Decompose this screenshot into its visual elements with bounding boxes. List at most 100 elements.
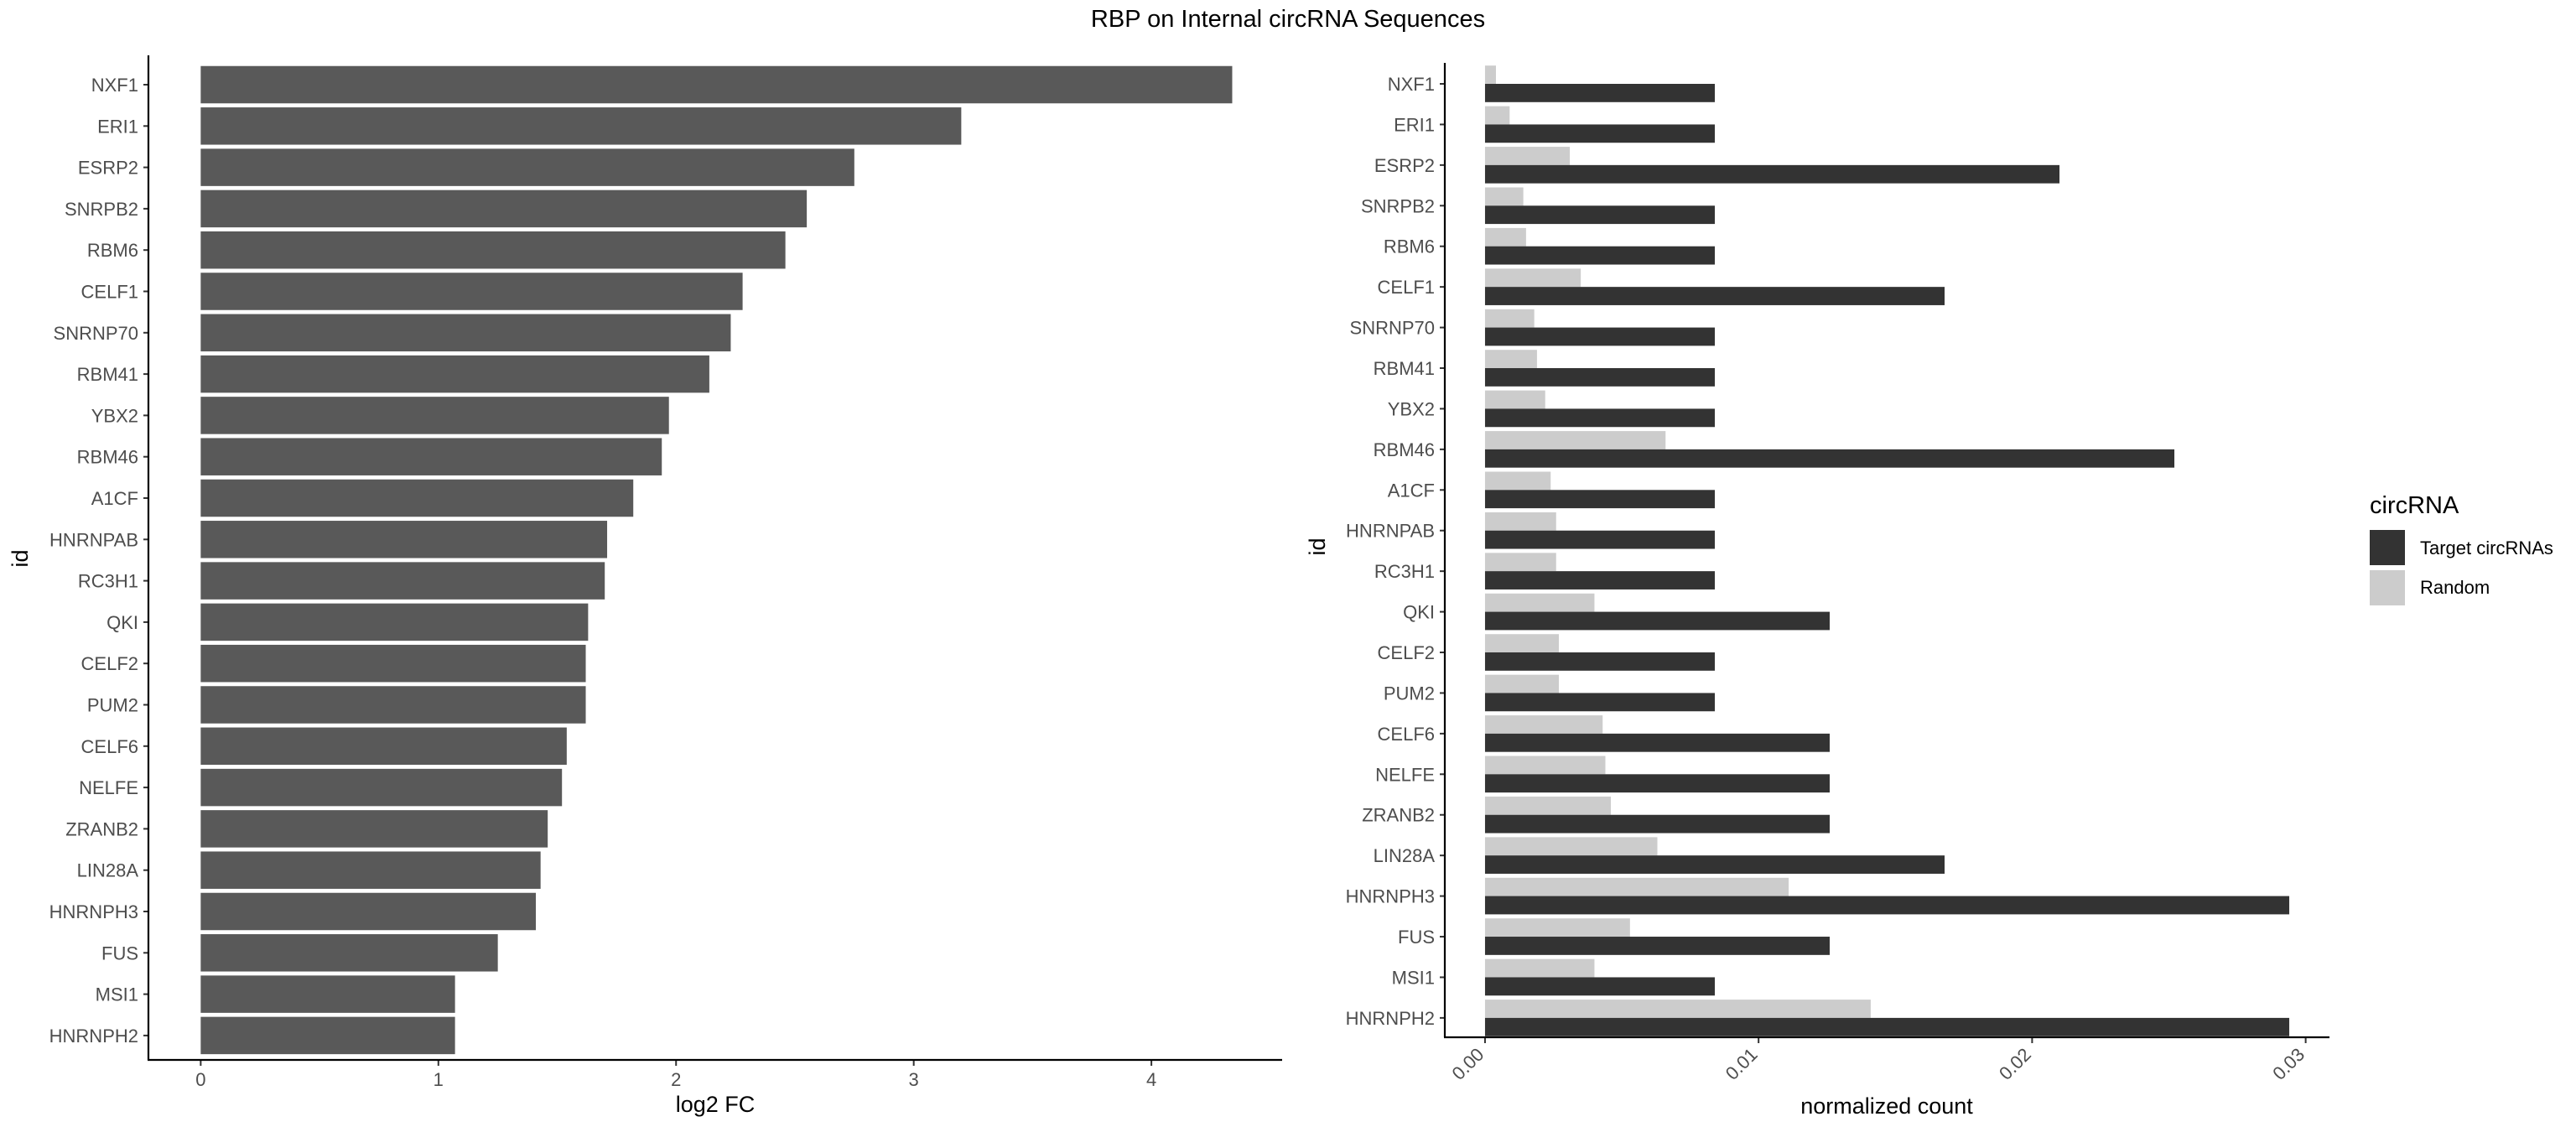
normalized-count-y-tick-label: ZRANB2 xyxy=(1362,805,1435,826)
normalized-count-y-tick-label: SNRPB2 xyxy=(1361,195,1435,216)
log2fc-x-axis-label: log2 FC xyxy=(676,1092,756,1117)
log2fc-y-tick-label: RBM41 xyxy=(77,364,138,385)
legend-label-random: Random xyxy=(2420,577,2490,598)
random-bar xyxy=(1484,106,1510,125)
target-circrna-bar xyxy=(1484,124,1715,143)
normalized-count-y-tick-label: NXF1 xyxy=(1388,74,1435,95)
random-bar xyxy=(1484,877,1789,896)
log2fc-y-tick-label: RC3H1 xyxy=(78,571,138,592)
log2fc-y-axis-label: id xyxy=(8,549,33,567)
normalized-count-y-tick-label: MSI1 xyxy=(1392,967,1435,988)
target-circrna-bar xyxy=(1484,490,1715,509)
log2fc-bar xyxy=(200,314,731,352)
random-bar xyxy=(1484,147,1571,165)
random-bar xyxy=(1484,187,1524,206)
normalized-count-x-tick-label: 0.00 xyxy=(1448,1044,1488,1084)
normalized-count-y-tick-label: RBM46 xyxy=(1374,439,1435,460)
random-bar xyxy=(1484,756,1606,775)
log2fc-bar xyxy=(200,148,854,186)
target-circrna-bar xyxy=(1484,205,1715,225)
log2fc-x-tick-label: 0 xyxy=(195,1069,205,1090)
log2fc-y-tick-label: HNRNPH3 xyxy=(49,901,138,922)
log2fc-bar xyxy=(200,892,537,931)
normalized-count-y-tick-label: A1CF xyxy=(1388,480,1435,501)
normalized-count-y-tick-label: ERI1 xyxy=(1394,114,1435,135)
random-bar xyxy=(1484,431,1666,449)
legend-swatch-target xyxy=(2370,530,2405,565)
normalized-count-x-tick-label: 0.01 xyxy=(1722,1044,1762,1084)
log2fc-bar xyxy=(200,231,786,269)
normalized-count-x-tick-label: 0.02 xyxy=(1995,1044,2035,1084)
target-circrna-bar xyxy=(1484,327,1715,346)
log2fc-bar xyxy=(200,851,541,889)
random-bar xyxy=(1484,471,1551,491)
log2fc-y-ticks: NXF1 ERI1 ESRP2 SNRPB2 RBM6 CELF1 SNRNP70 RBM41… xyxy=(49,75,148,1046)
log2fc-y-tick-label: LIN28A xyxy=(77,860,139,881)
log2fc-y-tick-label: PUM2 xyxy=(87,695,138,716)
target-circrna-bar xyxy=(1484,855,1945,874)
log2fc-y-tick-label: MSI1 xyxy=(96,984,138,1005)
legend-swatch-random xyxy=(2370,570,2405,605)
target-circrna-bar xyxy=(1484,896,2290,915)
target-circrna-bar xyxy=(1484,977,1715,996)
log2fc-bar xyxy=(200,397,669,434)
normalized-count-y-tick-label: CELF1 xyxy=(1378,277,1435,298)
log2fc-bar xyxy=(200,107,962,145)
target-circrna-bar xyxy=(1484,693,1715,712)
target-circrna-bar xyxy=(1484,937,1830,955)
random-bar xyxy=(1484,390,1545,409)
random-bar xyxy=(1484,350,1537,369)
normalized-count-y-tick-label: YBX2 xyxy=(1388,398,1435,419)
log2fc-bar xyxy=(200,479,634,517)
log2fc-y-tick-label: CELF2 xyxy=(81,653,138,674)
random-bar xyxy=(1484,837,1658,856)
log2fc-bar xyxy=(200,562,605,600)
log2fc-y-tick-label: HNRNPH2 xyxy=(49,1026,138,1046)
target-circrna-bar xyxy=(1484,530,1715,549)
log2fc-y-tick-label: RBM46 xyxy=(77,447,138,468)
log2fc-y-tick-label: QKI xyxy=(106,612,138,633)
log2fc-bar xyxy=(200,727,567,766)
log2fc-y-tick-label: A1CF xyxy=(91,488,138,509)
normalized-count-y-tick-label: QKI xyxy=(1403,602,1435,623)
normalized-count-y-tick-label: LIN28A xyxy=(1374,845,1436,866)
log2fc-y-tick-label: CELF6 xyxy=(81,736,138,757)
normalized-count-y-tick-label: FUS xyxy=(1398,927,1435,948)
normalized-count-y-tick-label: RC3H1 xyxy=(1374,561,1435,582)
target-circrna-bar xyxy=(1484,1017,2290,1036)
random-bar xyxy=(1484,65,1497,84)
log2fc-bar-panel: NXF1 ERI1 ESRP2 SNRPB2 RBM6 CELF1 SNRNP70 RBM41… xyxy=(8,55,1282,1117)
normalized-count-y-ticks: NXF1 ERI1 ESRP2 SNRPB2 RBM6 CELF1 SNRNP70 RBM41… xyxy=(1346,74,1445,1029)
log2fc-bar xyxy=(200,1016,455,1055)
target-circrna-bar xyxy=(1484,571,1715,589)
legend-title: circRNA xyxy=(2370,492,2459,519)
log2fc-bar xyxy=(200,190,808,228)
log2fc-bar xyxy=(200,603,589,641)
log2fc-bar xyxy=(200,810,548,848)
target-circrna-bar xyxy=(1484,652,1715,671)
random-bar xyxy=(1484,512,1556,531)
normalized-count-x-ticks: 0.00 0.01 0.02 0.03 xyxy=(1448,1037,2309,1084)
log2fc-y-tick-label: YBX2 xyxy=(91,405,138,426)
target-circrna-bar xyxy=(1484,408,1715,428)
random-bar xyxy=(1484,1000,1871,1018)
log2fc-y-tick-label: SNRNP70 xyxy=(54,323,138,344)
log2fc-bar xyxy=(200,934,498,972)
log2fc-y-tick-label: RBM6 xyxy=(87,240,138,261)
log2fc-y-tick-label: ESRP2 xyxy=(78,158,138,179)
random-bar xyxy=(1484,309,1535,328)
random-bar xyxy=(1484,674,1560,693)
normalized-count-y-tick-label: CELF2 xyxy=(1378,642,1435,663)
target-circrna-bar xyxy=(1484,164,2060,184)
log2fc-bar xyxy=(200,438,662,475)
log2fc-y-tick-label: SNRPB2 xyxy=(65,199,138,220)
normalized-count-y-tick-label: PUM2 xyxy=(1384,683,1435,704)
chart-title: RBP on Internal circRNA Sequences xyxy=(1091,6,1485,33)
legend: circRNA Target circRNAs Random xyxy=(2370,492,2553,605)
normalized-count-panel: NXF1 ERI1 ESRP2 SNRPB2 RBM6 CELF1 SNRNP70 RBM41… xyxy=(1305,63,2329,1119)
random-bar xyxy=(1484,796,1612,815)
target-circrna-bar xyxy=(1484,84,1715,102)
log2fc-bar xyxy=(200,65,1233,104)
log2fc-y-tick-label: NXF1 xyxy=(91,75,138,96)
